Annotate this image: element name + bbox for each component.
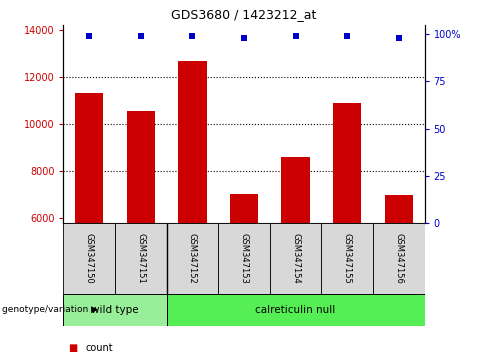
Bar <box>282 157 310 223</box>
Bar <box>178 61 206 223</box>
Bar <box>166 223 218 294</box>
Text: count: count <box>85 343 113 353</box>
Point <box>395 35 403 41</box>
Text: GSM347155: GSM347155 <box>343 233 352 284</box>
Point <box>85 33 93 39</box>
Text: ■: ■ <box>68 343 78 353</box>
Bar <box>115 223 166 294</box>
Text: GSM347150: GSM347150 <box>85 233 94 284</box>
Text: GSM347153: GSM347153 <box>240 233 248 284</box>
Point <box>240 35 248 41</box>
Bar <box>166 294 425 326</box>
Bar <box>322 223 373 294</box>
Bar <box>127 111 155 223</box>
Text: GSM347151: GSM347151 <box>136 233 145 284</box>
Point <box>292 33 300 39</box>
Text: wild type: wild type <box>91 305 139 315</box>
Point <box>137 33 145 39</box>
Text: GSM347152: GSM347152 <box>188 233 197 284</box>
Bar <box>63 294 166 326</box>
Bar <box>373 223 425 294</box>
Bar <box>75 93 103 223</box>
Bar <box>270 223 322 294</box>
Bar <box>385 195 413 223</box>
Bar <box>230 194 258 223</box>
Text: GSM347156: GSM347156 <box>394 233 403 284</box>
Bar <box>218 223 270 294</box>
Title: GDS3680 / 1423212_at: GDS3680 / 1423212_at <box>171 8 317 21</box>
Text: GSM347154: GSM347154 <box>291 233 300 284</box>
Text: genotype/variation ▶: genotype/variation ▶ <box>2 305 99 314</box>
Text: calreticulin null: calreticulin null <box>255 305 336 315</box>
Point <box>188 33 196 39</box>
Bar <box>333 103 362 223</box>
Bar <box>63 223 115 294</box>
Point <box>343 33 351 39</box>
